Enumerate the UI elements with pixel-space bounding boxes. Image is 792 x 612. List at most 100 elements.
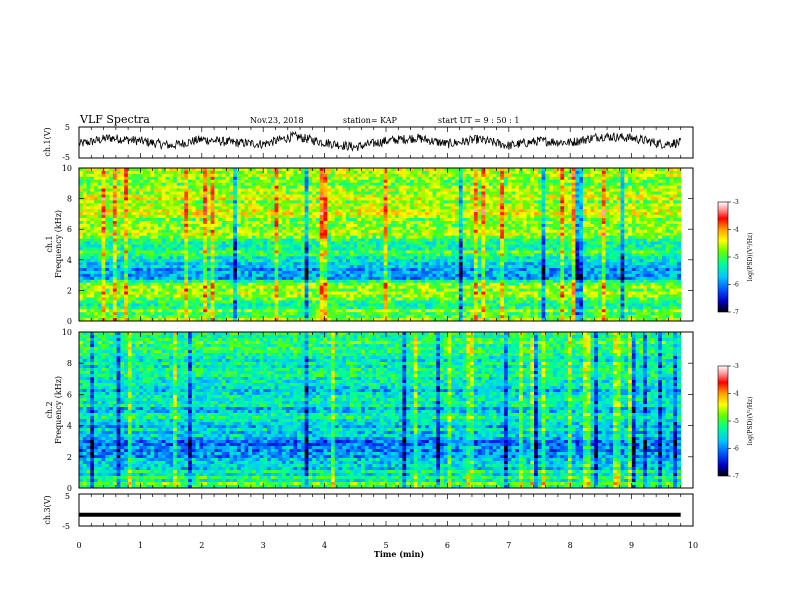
- spectrogram-cell: [496, 176, 501, 181]
- spectrogram-cell: [402, 197, 407, 201]
- spectrogram-cell: [176, 238, 181, 242]
- spectrogram-cell: [575, 232, 580, 237]
- spectrogram-cell: [503, 247, 509, 251]
- spectrogram-cell: [387, 188, 392, 192]
- spectrogram-cell: [259, 179, 264, 184]
- spectrogram-cell: [109, 235, 114, 240]
- spectrogram-cell: [308, 182, 313, 187]
- spectrogram-cell: [428, 182, 433, 187]
- spectrogram-cell: [658, 176, 663, 181]
- spectrogram-cell: [289, 188, 294, 192]
- spectrogram-cell: [391, 206, 396, 210]
- spectrogram-cell: [417, 200, 422, 204]
- spectrogram-cell: [639, 212, 644, 216]
- spectrogram-cell: [409, 250, 415, 254]
- spectrogram-cell: [394, 191, 400, 195]
- spectrogram-cell: [391, 218, 396, 222]
- spectrogram-cell: [349, 215, 354, 219]
- spectrogram-cell: [173, 188, 178, 192]
- spectrogram-cell: [323, 232, 328, 237]
- spectrogram-cell: [537, 179, 542, 184]
- spectrogram-cell: [90, 223, 95, 228]
- spectrogram-cell: [327, 194, 332, 198]
- spectrogram-cell: [522, 229, 527, 234]
- spectrogram-cell: [582, 232, 588, 237]
- spectrogram-cell: [334, 191, 339, 195]
- spectrogram-cell: [654, 197, 659, 201]
- spectrogram-cell: [481, 235, 486, 240]
- spectrogram-cell: [447, 209, 452, 213]
- spectrogram-cell: [330, 256, 336, 260]
- spectrogram-cell: [669, 200, 674, 204]
- spectrogram-cell: [357, 226, 362, 231]
- spectrogram-cell: [541, 235, 546, 240]
- spectrogram-cell: [353, 188, 358, 192]
- spectrogram-cell: [511, 253, 516, 257]
- spectrogram-cell: [488, 209, 494, 213]
- spectrogram-cell: [327, 256, 332, 260]
- spectrogram-cell: [579, 215, 584, 219]
- spectrogram-cell: [379, 209, 385, 213]
- spectrogram-cell: [534, 220, 539, 225]
- spectrogram-cell: [349, 244, 354, 248]
- spectrogram-cell: [639, 229, 644, 234]
- spectrogram-cell: [530, 194, 535, 198]
- spectrogram-cell: [500, 206, 505, 210]
- spectrogram-cell: [267, 218, 272, 222]
- spectrogram-cell: [496, 223, 501, 228]
- spectrogram-cell: [643, 206, 648, 210]
- spectrogram-cell: [522, 247, 527, 251]
- spectrogram-cell: [120, 253, 125, 257]
- spectrogram-cell: [646, 176, 652, 181]
- spectrogram-cell: [146, 220, 151, 225]
- spectrogram-cell: [353, 191, 358, 195]
- spectrogram-cell: [270, 247, 275, 251]
- spectrogram-cell: [579, 226, 584, 231]
- spectrogram-cell: [594, 253, 599, 257]
- spectrogram-cell: [199, 232, 204, 237]
- spectrogram-cell: [673, 226, 678, 231]
- spectrogram-cell: [334, 179, 339, 184]
- spectrogram-cell: [229, 197, 234, 201]
- spectrogram-cell: [244, 191, 249, 195]
- spectrogram-cell: [236, 226, 242, 231]
- spectrogram-cell: [229, 226, 234, 231]
- spectrogram-cell: [372, 232, 377, 237]
- spectrogram-cell: [315, 194, 321, 198]
- spectrogram-cell: [338, 215, 343, 219]
- spectrogram-cell: [124, 191, 129, 195]
- spectrogram-cell: [582, 218, 588, 222]
- spectrogram-cell: [361, 238, 366, 242]
- spectrogram-cell: [462, 173, 467, 178]
- spectrogram-cell: [440, 223, 445, 228]
- spectrogram-cell: [135, 191, 140, 195]
- spectrogram-cell: [658, 185, 663, 189]
- spectrogram-cell: [590, 191, 595, 195]
- spectrogram-cell: [112, 182, 118, 187]
- spectrogram-cell: [579, 200, 584, 204]
- spectrogram-cell: [180, 215, 185, 219]
- spectrogram-cell: [173, 253, 178, 257]
- spectrogram-cell: [571, 215, 576, 219]
- spectrogram-cell: [376, 168, 381, 172]
- spectrogram-cell: [176, 250, 181, 254]
- spectrogram-cell: [620, 170, 625, 175]
- spectrogram-cell: [330, 173, 336, 178]
- spectrogram-cell: [594, 250, 599, 254]
- spectrogram-cell: [613, 235, 618, 240]
- spectrogram-cell: [500, 176, 505, 181]
- spectrogram-cell: [270, 182, 275, 187]
- spectrogram-cell: [248, 232, 253, 237]
- spectrogram-cell: [233, 220, 238, 225]
- spectrogram-cell: [432, 215, 437, 219]
- spectrogram-cell: [522, 250, 527, 254]
- spectrogram-cell: [105, 209, 110, 213]
- spectrogram-cell: [285, 200, 290, 204]
- spectrogram-cell: [676, 218, 682, 222]
- spectrogram-cell: [500, 218, 505, 222]
- spectrogram-cell: [458, 250, 463, 254]
- spectrogram-cell: [473, 200, 479, 204]
- spectrogram-cell: [470, 200, 475, 204]
- spectrogram-cell: [120, 170, 125, 175]
- spectrogram-cell: [658, 235, 663, 240]
